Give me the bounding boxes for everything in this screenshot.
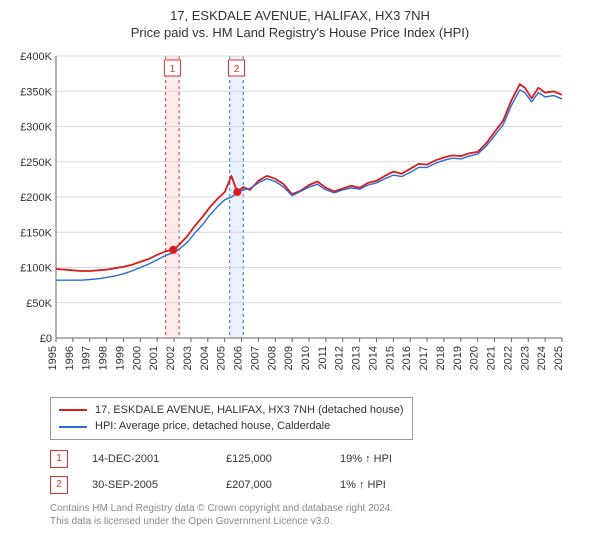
svg-text:£300K: £300K xyxy=(20,121,52,133)
svg-text:£400K: £400K xyxy=(20,51,52,63)
sale-row: 1 14-DEC-2001 £125,000 19% ↑ HPI xyxy=(50,450,590,468)
line-chart-svg: 1 2 £0 £50K £100K £150K £200K £250K £300K £350K £4… xyxy=(10,48,570,388)
chart-title-line2: Price paid vs. HM Land Registry's House … xyxy=(10,25,590,42)
svg-text:2: 2 xyxy=(234,64,240,75)
svg-text:2002: 2002 xyxy=(165,346,177,370)
svg-text:2010: 2010 xyxy=(300,346,312,370)
svg-text:1998: 1998 xyxy=(98,346,110,370)
sale-data-rows: 1 14-DEC-2001 £125,000 19% ↑ HPI 2 30-SEP-200… xyxy=(50,450,590,494)
chart-area: 1 2 £0 £50K £100K £150K £200K £250K £300K £350K £4… xyxy=(10,48,590,391)
svg-text:1999: 1999 xyxy=(114,346,126,370)
sale-date: 14-DEC-2001 xyxy=(92,453,202,465)
chart-title-block: 17, ESKDALE AVENUE, HALIFAX, HX3 7NH Pri… xyxy=(10,8,590,42)
svg-text:2025: 2025 xyxy=(553,346,565,370)
svg-text:1997: 1997 xyxy=(81,346,93,370)
footer-line2: This data is licensed under the Open Gov… xyxy=(50,515,590,528)
legend-label: 17, ESKDALE AVENUE, HALIFAX, HX3 7NH (de… xyxy=(95,402,404,419)
svg-text:2000: 2000 xyxy=(131,346,143,370)
svg-text:2014: 2014 xyxy=(367,346,379,370)
svg-text:£150K: £150K xyxy=(20,227,52,239)
svg-text:1: 1 xyxy=(170,64,176,75)
svg-text:2001: 2001 xyxy=(148,346,160,370)
sale-price: £125,000 xyxy=(226,453,316,465)
svg-text:2015: 2015 xyxy=(384,346,396,370)
chart-title-line1: 17, ESKDALE AVENUE, HALIFAX, HX3 7NH xyxy=(10,8,590,25)
legend-label: HPI: Average price, detached house, Cald… xyxy=(95,418,330,435)
footer-licence: Contains HM Land Registry data © Crown c… xyxy=(50,502,590,528)
legend-swatch xyxy=(59,426,87,428)
legend: 17, ESKDALE AVENUE, HALIFAX, HX3 7NH (de… xyxy=(50,397,413,440)
svg-text:2005: 2005 xyxy=(216,346,228,370)
svg-text:2006: 2006 xyxy=(233,346,245,370)
sale-price: £207,000 xyxy=(226,479,316,491)
svg-text:£250K: £250K xyxy=(20,157,52,169)
svg-text:2009: 2009 xyxy=(283,346,295,370)
legend-swatch xyxy=(59,409,87,411)
svg-text:2011: 2011 xyxy=(317,346,329,370)
svg-text:£100K: £100K xyxy=(20,262,52,274)
svg-text:2021: 2021 xyxy=(486,346,498,370)
sale-row: 2 30-SEP-2005 £207,000 1% ↑ HPI xyxy=(50,476,590,494)
legend-item: HPI: Average price, detached house, Cald… xyxy=(59,418,404,435)
svg-text:2022: 2022 xyxy=(502,346,514,370)
svg-text:2023: 2023 xyxy=(519,346,531,370)
sale-delta: 19% ↑ HPI xyxy=(340,453,392,465)
svg-text:2016: 2016 xyxy=(401,346,413,370)
svg-text:2003: 2003 xyxy=(182,346,194,370)
svg-text:2017: 2017 xyxy=(418,346,430,370)
sale-badge: 2 xyxy=(50,476,68,494)
svg-text:2008: 2008 xyxy=(266,346,278,370)
svg-text:2012: 2012 xyxy=(334,346,346,370)
svg-text:1995: 1995 xyxy=(47,346,59,370)
svg-text:2019: 2019 xyxy=(452,346,464,370)
svg-text:2013: 2013 xyxy=(351,346,363,370)
svg-text:£50K: £50K xyxy=(26,298,52,310)
svg-text:2024: 2024 xyxy=(536,346,548,370)
svg-text:2007: 2007 xyxy=(249,346,261,370)
footer-line1: Contains HM Land Registry data © Crown c… xyxy=(50,502,590,515)
svg-text:£200K: £200K xyxy=(20,192,52,204)
svg-text:2020: 2020 xyxy=(469,346,481,370)
legend-item: 17, ESKDALE AVENUE, HALIFAX, HX3 7NH (de… xyxy=(59,402,404,419)
svg-text:2004: 2004 xyxy=(199,346,211,370)
svg-text:£350K: £350K xyxy=(20,86,52,98)
sale-badge: 1 xyxy=(50,450,68,468)
sale-date: 30-SEP-2005 xyxy=(92,479,202,491)
svg-text:2018: 2018 xyxy=(435,346,447,370)
sale-delta: 1% ↑ HPI xyxy=(340,479,386,491)
svg-text:1996: 1996 xyxy=(64,346,76,370)
svg-text:£0: £0 xyxy=(40,333,52,345)
